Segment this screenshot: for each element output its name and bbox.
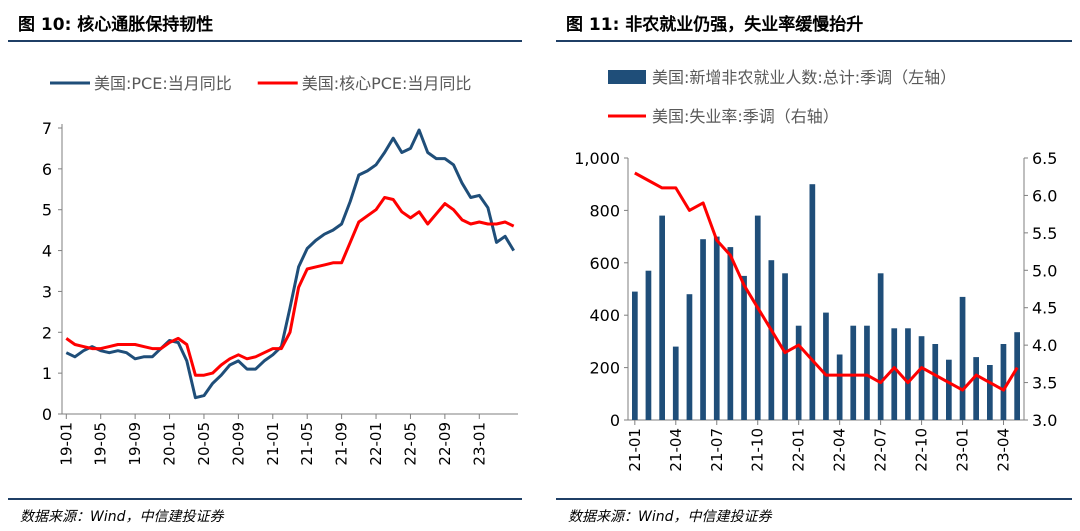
x-tick-label: 21-04 xyxy=(667,428,685,472)
payroll-bar xyxy=(809,184,816,420)
payroll-bar xyxy=(918,336,925,420)
title-rule xyxy=(556,40,1072,42)
y-tick-label: 2 xyxy=(42,323,52,342)
x-tick-label: 21-07 xyxy=(708,428,726,472)
series-line-core-pce xyxy=(65,196,515,377)
payroll-bar xyxy=(946,359,952,420)
source-note: 数据来源：Wind，中信建投证券 xyxy=(20,509,224,525)
y-left-tick-label: 400 xyxy=(589,306,620,325)
y-tick-label: 4 xyxy=(42,242,52,261)
y-tick-label: 7 xyxy=(42,119,52,138)
x-tick-label: 22-01 xyxy=(790,428,808,472)
x-tick-label: 21-09 xyxy=(333,422,351,466)
payroll-bar xyxy=(932,344,939,420)
source-rule xyxy=(8,498,522,500)
payroll-bar xyxy=(836,354,843,420)
y-left-tick-label: 800 xyxy=(589,201,620,220)
payroll-bar xyxy=(741,275,747,420)
y-tick-label: 6 xyxy=(42,160,52,179)
source-rule xyxy=(556,498,1072,500)
x-tick-label: 22-05 xyxy=(401,422,419,466)
x-tick-label: 20-05 xyxy=(195,422,213,466)
legend-swatch-bar xyxy=(608,70,646,84)
x-tick-label: 20-01 xyxy=(161,422,179,466)
legend-label-0: 美国:PCE:当月同比 xyxy=(94,74,232,93)
y-right-tick-label: 6.5 xyxy=(1032,149,1057,168)
payroll-bar xyxy=(727,247,734,420)
series-line-pce xyxy=(65,128,515,400)
unemployment-line xyxy=(634,171,1019,392)
payroll-bar xyxy=(823,312,829,420)
y-right-tick-label: 5.0 xyxy=(1032,261,1057,280)
payroll-bar xyxy=(864,325,870,420)
y-left-tick-label: 0 xyxy=(610,411,620,430)
payroll-bar xyxy=(1000,344,1007,420)
payroll-bar xyxy=(632,291,638,420)
y-tick-label: 1 xyxy=(42,364,52,383)
y-right-tick-label: 4.5 xyxy=(1032,299,1057,318)
payroll-bar xyxy=(645,270,652,420)
x-tick-label: 22-04 xyxy=(831,428,849,472)
y-right-tick-label: 3.5 xyxy=(1032,374,1057,393)
figure-title: 图 11: 非农就业仍强，失业率缓慢抬升 xyxy=(566,15,864,35)
y-left-tick-label: 600 xyxy=(589,254,620,273)
x-tick-label: 19-01 xyxy=(57,422,75,466)
payroll-bar xyxy=(905,328,911,420)
payroll-bar xyxy=(754,215,761,420)
x-tick-label: 21-01 xyxy=(626,428,644,472)
legend-label-1: 美国:核心PCE:当月同比 xyxy=(302,74,472,93)
y-tick-label: 0 xyxy=(42,405,52,424)
payroll-bar xyxy=(1014,332,1020,420)
payroll-bar xyxy=(795,325,802,420)
payroll-bar xyxy=(891,328,898,420)
payroll-bar xyxy=(959,296,966,420)
x-tick-label: 19-09 xyxy=(126,422,144,466)
payroll-bar xyxy=(713,236,720,420)
x-tick-label: 23-04 xyxy=(995,428,1013,472)
payroll-bar xyxy=(987,365,993,420)
payroll-bar xyxy=(973,357,979,420)
y-right-tick-label: 5.5 xyxy=(1032,224,1057,243)
x-tick-label: 23-01 xyxy=(470,422,488,466)
title-rule xyxy=(8,40,522,42)
y-tick-label: 3 xyxy=(42,282,52,301)
x-tick-label: 22-01 xyxy=(367,422,385,466)
x-tick-label: 23-01 xyxy=(954,428,972,472)
payroll-bar xyxy=(672,346,679,420)
y-left-tick-label: 200 xyxy=(589,359,620,378)
payroll-bar xyxy=(768,260,775,420)
payroll-bar xyxy=(782,273,788,420)
y-left-tick-label: 1,000 xyxy=(574,149,620,168)
legend-label-bar: 美国:新增非农就业人数:总计:季调（左轴） xyxy=(652,68,956,87)
y-tick-label: 5 xyxy=(42,201,52,220)
payrolls-unemployment-chart: 美国:新增非农就业人数:总计:季调（左轴） 美国:失业率:季调（右轴） 0 200 40… xyxy=(574,68,1057,472)
payroll-bar xyxy=(850,325,857,420)
y-right-tick-label: 3.0 xyxy=(1032,411,1057,430)
payroll-bar xyxy=(700,239,706,420)
x-tick-label: 22-09 xyxy=(436,422,454,466)
figure-title: 图 10: 核心通胀保持韧性 xyxy=(18,15,214,35)
payroll-bar xyxy=(877,273,884,420)
payroll-bar xyxy=(659,215,665,420)
x-tick-label: 21-10 xyxy=(749,428,767,472)
y-right-tick-label: 4.0 xyxy=(1032,336,1057,355)
x-tick-label: 19-05 xyxy=(92,422,110,466)
x-tick-label: 21-01 xyxy=(264,422,282,466)
x-tick-label: 22-10 xyxy=(913,428,931,472)
y-right-tick-label: 6.0 xyxy=(1032,186,1057,205)
source-note: 数据来源：Wind，中信建投证券 xyxy=(568,509,772,525)
legend-label-line: 美国:失业率:季调（右轴） xyxy=(652,107,839,126)
pce-line-chart: 美国:PCE:当月同比 美国:核心PCE:当月同比 0 1 2 3 4 5 6 7 19-01 19-… xyxy=(42,74,518,466)
chart-panel-pce: 图 10: 核心通胀保持韧性 美国:PCE:当月同比 美国:核心PCE:当月同比 0… xyxy=(0,0,530,531)
x-tick-label: 20-09 xyxy=(229,422,247,466)
payroll-bar xyxy=(686,294,693,420)
x-tick-label: 21-05 xyxy=(298,422,316,466)
x-tick-label: 22-07 xyxy=(872,428,890,472)
chart-panel-payrolls: 图 11: 非农就业仍强，失业率缓慢抬升 美国:新增非农就业人数:总计:季调（左… xyxy=(548,0,1080,531)
